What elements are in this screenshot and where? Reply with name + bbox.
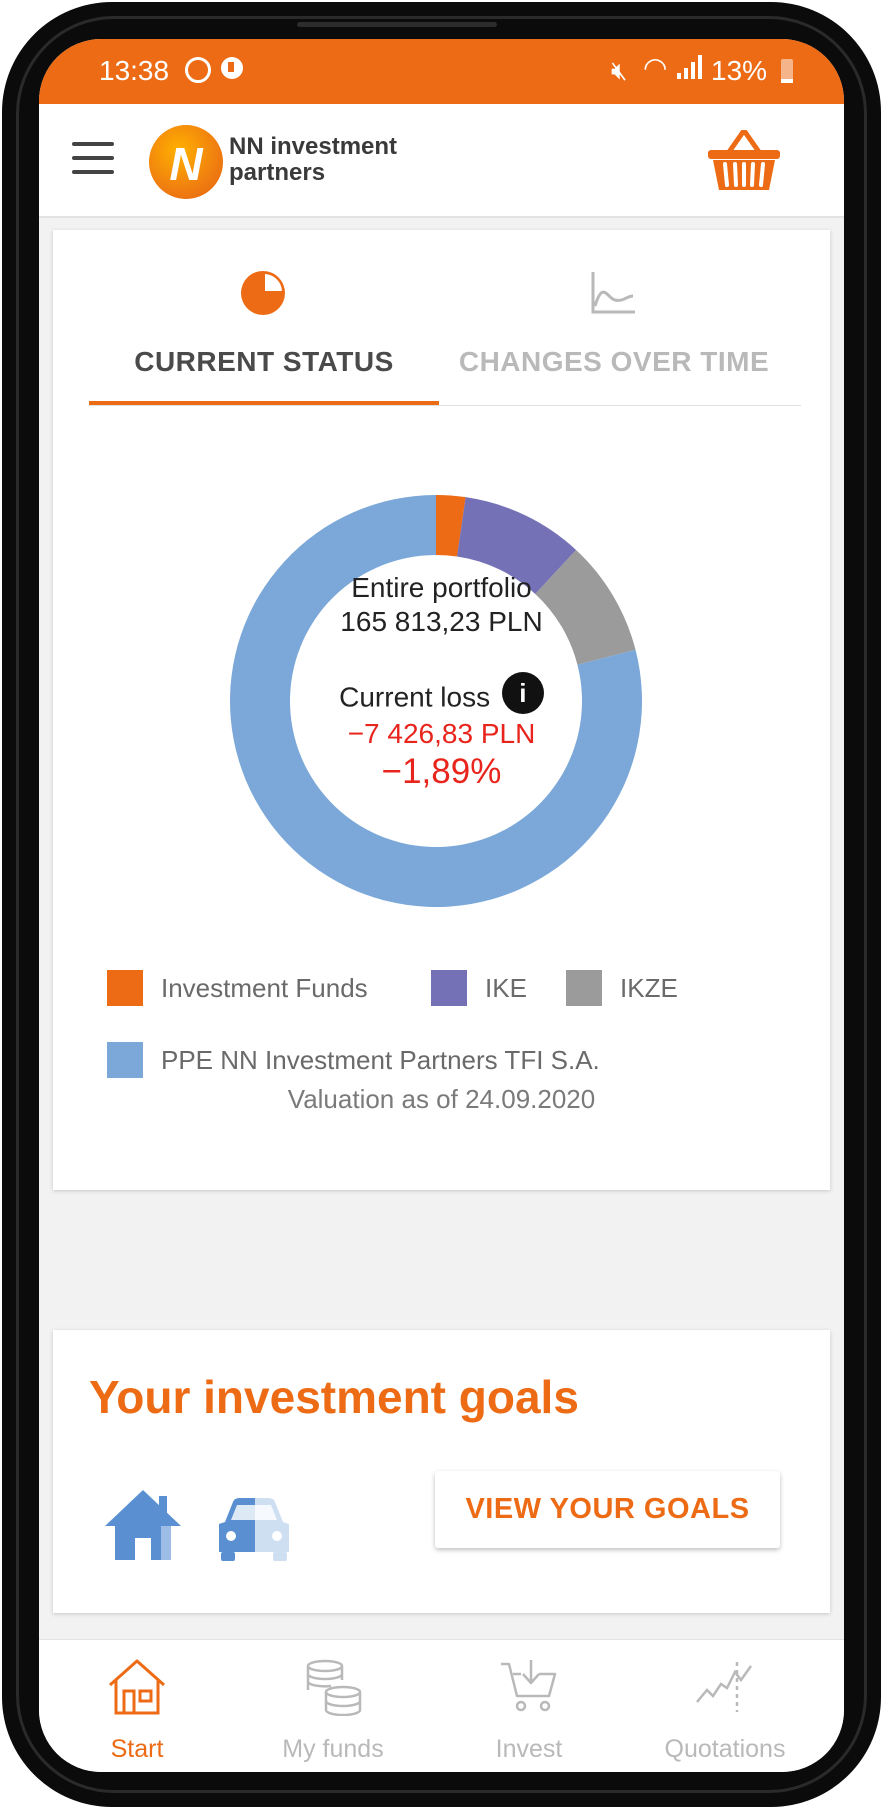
donut-slice-investment-funds[interactable] — [436, 495, 466, 557]
tab-divider — [89, 405, 801, 406]
brand-line-1: NN investment — [229, 133, 398, 160]
nav-label: Quotations — [664, 1735, 786, 1763]
nav-invest[interactable]: Invest — [431, 1640, 627, 1772]
loss-percent: −1,89% — [381, 752, 502, 791]
tab-current-status[interactable]: CURRENT STATUS — [89, 230, 439, 405]
portfolio-title: Entire portfolio — [351, 572, 532, 603]
phone-speaker — [297, 22, 497, 27]
view-goals-button[interactable]: VIEW YOUR GOALS — [435, 1471, 780, 1548]
mute-icon: 🔇︎ — [611, 55, 628, 85]
nav-label: Invest — [495, 1735, 563, 1763]
wifi-icon: ◠ — [643, 52, 668, 83]
brand-line-2: partners — [229, 159, 326, 186]
legend-swatch — [431, 970, 467, 1006]
current-loss-label: Current loss — [339, 681, 491, 713]
line-chart-icon — [591, 272, 635, 314]
app-header: N NN investment partners — [39, 104, 844, 218]
bottom-navigation: Start My funds — [39, 1639, 844, 1772]
tab-label: CURRENT STATUS — [134, 346, 394, 377]
portfolio-card: CURRENT STATUS CHANGES OVER TIME Entire … — [53, 230, 830, 1190]
loss-value: −7 426,83 PLN — [347, 718, 536, 749]
screen: 13:38 🔇︎ ◠ 13% N NN investment partners — [39, 39, 844, 1772]
portfolio-value: 165 813,23 PLN — [340, 606, 543, 637]
notification-icon — [185, 57, 211, 83]
investment-goals-card: Your investment goals VIEW YOUR GOALS — [53, 1330, 830, 1613]
house-icon — [105, 1490, 181, 1560]
nav-start[interactable]: Start — [39, 1640, 235, 1772]
loss-label-row: Current loss i — [53, 672, 830, 720]
nav-label: My funds — [282, 1735, 384, 1763]
legend-label: PPE NN Investment Partners TFI S.A. — [161, 1045, 600, 1075]
menu-icon[interactable] — [72, 142, 114, 174]
tab-label: CHANGES OVER TIME — [458, 346, 770, 377]
legend-swatch — [107, 970, 143, 1006]
legend-label: Investment Funds — [161, 973, 368, 1003]
active-tab-indicator — [89, 401, 439, 405]
cart-icon — [501, 1660, 557, 1712]
goals-title: Your investment goals — [89, 1371, 579, 1423]
status-bar: 13:38 🔇︎ ◠ 13% — [39, 39, 844, 104]
legend-swatch — [566, 970, 602, 1006]
brand-name: NN investment partners — [229, 134, 397, 186]
donut-slice-ikze[interactable] — [535, 549, 636, 665]
nav-label: Start — [110, 1735, 164, 1763]
phone-bezel — [16, 16, 867, 1793]
nn-logo-icon: N — [149, 125, 223, 199]
tab-changes-over-time[interactable]: CHANGES OVER TIME — [439, 230, 789, 405]
donut-slice-ike[interactable] — [457, 497, 577, 594]
app-notification-icon — [221, 57, 243, 79]
legend-label: IKZE — [620, 973, 678, 1003]
pie-chart-icon — [241, 271, 285, 315]
signal-icon — [677, 55, 707, 79]
coins-icon — [306, 1659, 362, 1716]
info-icon[interactable]: i — [501, 672, 544, 714]
quotations-chart-icon — [696, 1662, 753, 1712]
battery-percent: 13% — [711, 55, 768, 86]
legend-swatch — [107, 1042, 143, 1078]
car-icon — [219, 1498, 289, 1561]
nav-my-funds[interactable]: My funds — [235, 1640, 431, 1772]
nav-quotations[interactable]: Quotations — [627, 1640, 823, 1772]
legend-label: IKE — [485, 973, 527, 1003]
home-icon — [109, 1659, 165, 1715]
status-time: 13:38 — [99, 55, 170, 86]
valuation-date: Valuation as of 24.09.2020 — [287, 1084, 596, 1114]
portfolio-donut-chart[interactable] — [198, 463, 674, 939]
basket-icon[interactable] — [707, 130, 781, 192]
battery-icon — [781, 59, 793, 83]
